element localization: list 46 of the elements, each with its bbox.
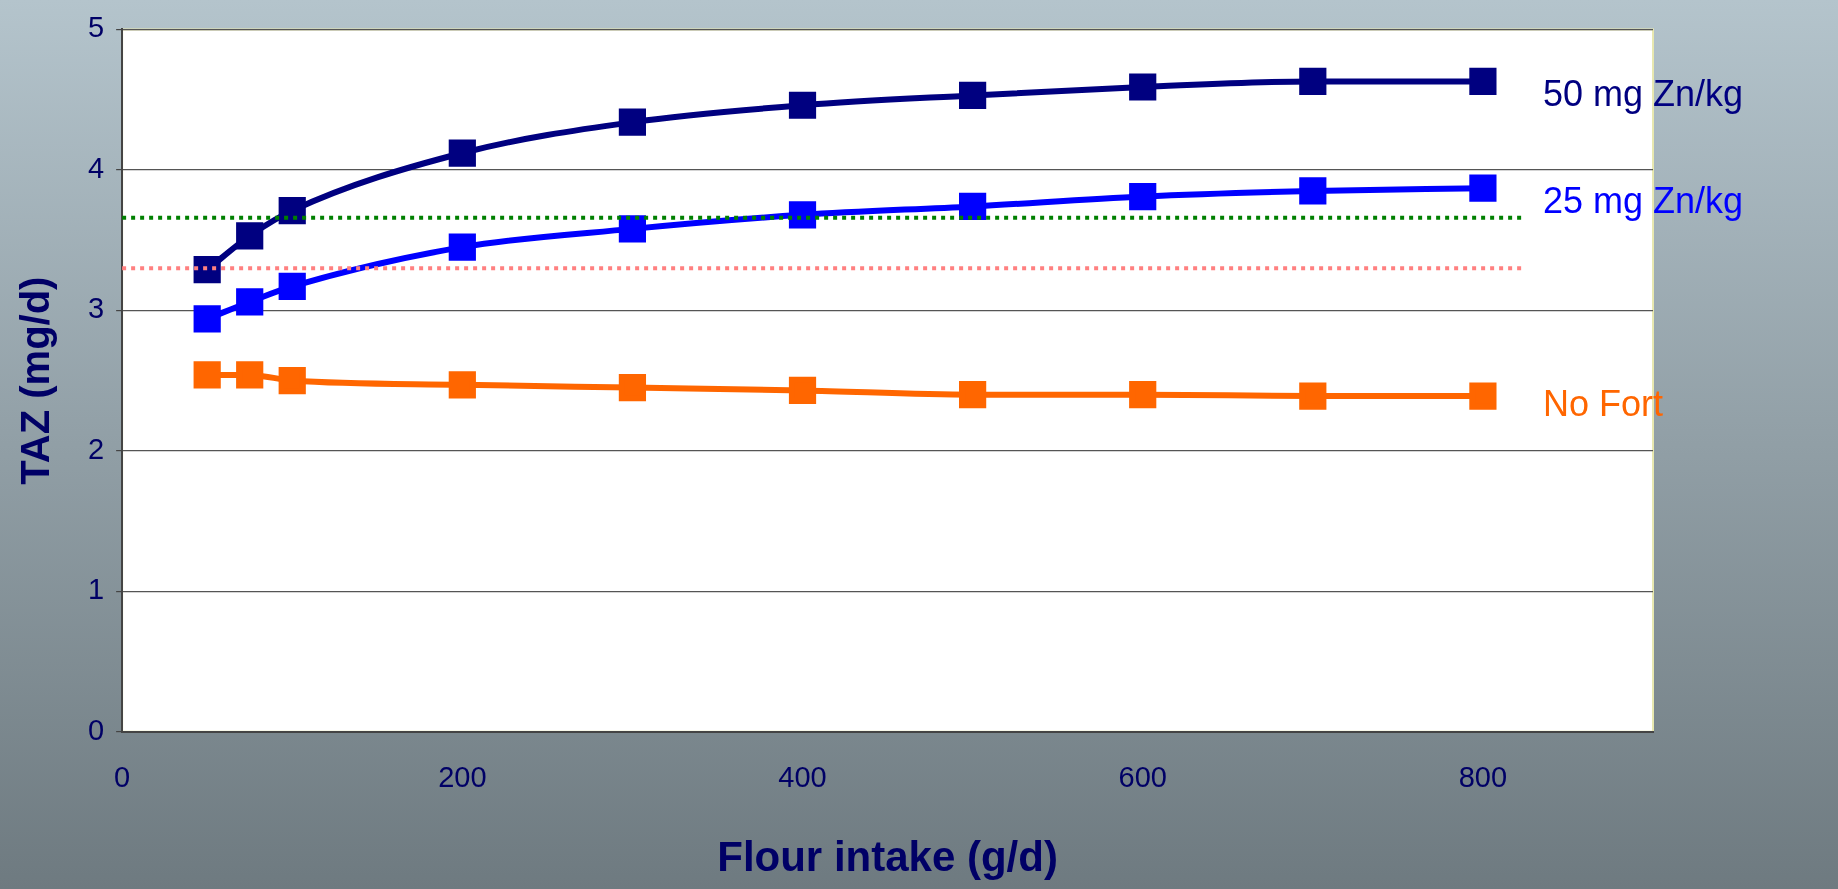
point bbox=[1299, 382, 1327, 410]
point bbox=[1129, 73, 1157, 101]
point bbox=[959, 81, 987, 110]
y-axis-title: TAZ (mg/d) bbox=[13, 276, 58, 485]
point bbox=[448, 371, 476, 399]
series-label: 25 mg Zn/kg bbox=[1542, 180, 1743, 222]
y-tick-label: 4 bbox=[87, 151, 105, 184]
point bbox=[1299, 177, 1327, 205]
point bbox=[448, 139, 476, 167]
point bbox=[788, 201, 817, 229]
point bbox=[1299, 67, 1327, 95]
point bbox=[1469, 382, 1497, 410]
point bbox=[1469, 174, 1497, 202]
y-tick-label: 1 bbox=[87, 573, 105, 606]
point bbox=[193, 256, 221, 284]
x-tick-label: 400 bbox=[778, 761, 827, 794]
y-tick-label: 3 bbox=[87, 292, 105, 325]
point bbox=[959, 381, 987, 409]
point bbox=[959, 192, 987, 221]
y-tick-label: 0 bbox=[87, 713, 105, 746]
point bbox=[193, 305, 221, 333]
point bbox=[278, 272, 306, 301]
series-label: No Fort bbox=[1542, 382, 1663, 424]
point bbox=[236, 222, 264, 250]
point bbox=[1469, 67, 1497, 95]
y-tick-label: 2 bbox=[87, 432, 105, 465]
point bbox=[278, 366, 306, 395]
point bbox=[236, 361, 264, 389]
x-tick-label: 800 bbox=[1458, 761, 1508, 794]
point bbox=[788, 91, 817, 119]
x-axis-title: Flour intake (g/d) bbox=[717, 833, 1058, 881]
point bbox=[236, 288, 264, 316]
point bbox=[193, 361, 221, 389]
y-tick-label: 5 bbox=[87, 11, 105, 44]
series-label: 50 mg Zn/kg bbox=[1542, 73, 1743, 115]
point bbox=[788, 376, 817, 405]
point bbox=[448, 233, 476, 261]
point bbox=[618, 374, 647, 402]
point bbox=[618, 108, 647, 136]
point bbox=[1129, 381, 1157, 409]
point bbox=[1129, 182, 1157, 211]
x-tick-label: 600 bbox=[1118, 761, 1167, 794]
x-tick-label: 0 bbox=[114, 761, 131, 794]
x-tick-label: 200 bbox=[438, 761, 487, 794]
point bbox=[278, 197, 306, 225]
point bbox=[618, 215, 647, 243]
